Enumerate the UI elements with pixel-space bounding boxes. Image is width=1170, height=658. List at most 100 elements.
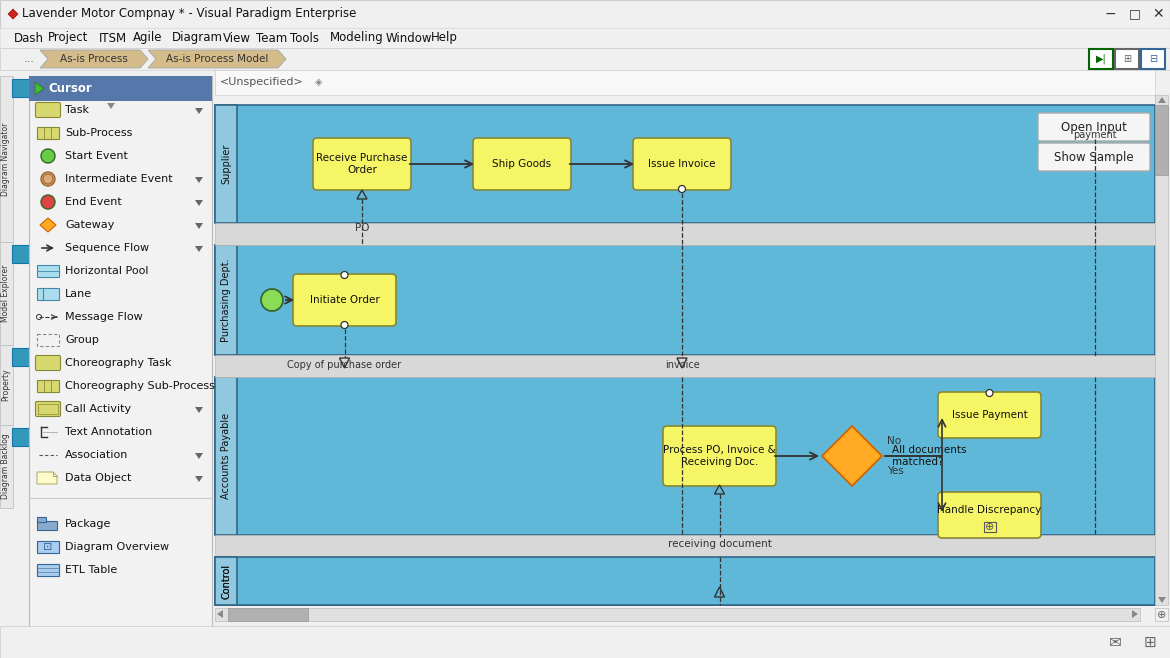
- Polygon shape: [40, 50, 147, 68]
- Circle shape: [679, 186, 686, 193]
- FancyBboxPatch shape: [473, 138, 571, 190]
- Polygon shape: [1158, 597, 1166, 603]
- Text: Start Event: Start Event: [66, 151, 128, 161]
- Text: ⊕: ⊕: [1157, 610, 1166, 620]
- Polygon shape: [195, 476, 204, 482]
- Circle shape: [41, 195, 55, 209]
- Text: Modeling: Modeling: [330, 32, 384, 45]
- Text: End Event: End Event: [66, 197, 122, 207]
- Polygon shape: [37, 472, 57, 484]
- Circle shape: [340, 322, 347, 328]
- FancyBboxPatch shape: [215, 105, 1155, 223]
- FancyBboxPatch shape: [12, 348, 30, 366]
- Text: Property: Property: [1, 368, 11, 401]
- FancyBboxPatch shape: [215, 245, 1155, 355]
- FancyBboxPatch shape: [37, 265, 58, 277]
- Text: As-is Process: As-is Process: [60, 54, 128, 64]
- Polygon shape: [8, 9, 18, 19]
- Text: Diagram Backlog: Diagram Backlog: [1, 434, 11, 499]
- Text: Team: Team: [256, 32, 288, 45]
- FancyBboxPatch shape: [1089, 49, 1113, 69]
- Text: Yes: Yes: [887, 466, 903, 476]
- Text: payment: payment: [1073, 130, 1117, 140]
- FancyBboxPatch shape: [0, 242, 13, 345]
- FancyBboxPatch shape: [215, 105, 238, 223]
- Text: ⊞: ⊞: [1143, 634, 1156, 649]
- Text: View: View: [222, 32, 250, 45]
- Polygon shape: [1133, 610, 1138, 618]
- Text: Control: Control: [221, 563, 230, 599]
- Text: Choreography Task: Choreography Task: [66, 358, 172, 368]
- FancyBboxPatch shape: [633, 138, 731, 190]
- Circle shape: [986, 390, 993, 397]
- FancyBboxPatch shape: [37, 564, 58, 576]
- Text: Sub-Process: Sub-Process: [66, 128, 132, 138]
- FancyBboxPatch shape: [12, 428, 30, 446]
- Text: No: No: [887, 436, 901, 446]
- Circle shape: [41, 172, 55, 186]
- Text: Gateway: Gateway: [66, 220, 115, 230]
- Polygon shape: [195, 177, 204, 183]
- FancyBboxPatch shape: [12, 79, 30, 97]
- FancyBboxPatch shape: [215, 377, 1155, 535]
- FancyBboxPatch shape: [35, 355, 61, 370]
- Text: ...: ...: [25, 54, 35, 64]
- Text: All documents
matched?: All documents matched?: [892, 445, 966, 467]
- Text: Supplier: Supplier: [221, 144, 230, 184]
- Text: <Unspecified>: <Unspecified>: [220, 77, 304, 87]
- Text: Issue Invoice: Issue Invoice: [648, 159, 716, 169]
- FancyBboxPatch shape: [1155, 95, 1168, 605]
- FancyBboxPatch shape: [938, 392, 1041, 438]
- FancyBboxPatch shape: [0, 28, 1170, 48]
- Text: Model Explorer: Model Explorer: [1, 265, 11, 322]
- Text: PO: PO: [355, 223, 370, 233]
- FancyBboxPatch shape: [1115, 49, 1140, 69]
- Text: Lavender Motor Compnay * - Visual Paradigm Enterprise: Lavender Motor Compnay * - Visual Paradi…: [22, 7, 357, 20]
- Circle shape: [41, 149, 55, 163]
- FancyBboxPatch shape: [0, 345, 13, 425]
- FancyBboxPatch shape: [215, 557, 238, 605]
- Text: Show Sample: Show Sample: [1054, 151, 1134, 163]
- Polygon shape: [195, 223, 204, 229]
- FancyBboxPatch shape: [938, 492, 1041, 538]
- Text: Diagram: Diagram: [172, 32, 223, 45]
- Text: ⊕: ⊕: [985, 522, 994, 532]
- FancyBboxPatch shape: [215, 245, 238, 355]
- Text: Control: Control: [221, 563, 230, 599]
- Circle shape: [261, 289, 283, 311]
- FancyBboxPatch shape: [1038, 143, 1150, 171]
- Text: Receive Purchase
Order: Receive Purchase Order: [316, 153, 407, 175]
- Text: ◈: ◈: [315, 77, 323, 87]
- FancyBboxPatch shape: [0, 76, 13, 242]
- Text: Initiate Order: Initiate Order: [310, 295, 379, 305]
- Text: ✕: ✕: [1152, 7, 1164, 21]
- Text: Project: Project: [48, 32, 89, 45]
- Text: Copy of purchase order: Copy of purchase order: [288, 360, 401, 370]
- Text: Data Object: Data Object: [66, 473, 131, 483]
- Text: ITSM: ITSM: [98, 32, 126, 45]
- Text: Issue Payment: Issue Payment: [951, 410, 1027, 420]
- FancyBboxPatch shape: [215, 70, 1155, 95]
- Polygon shape: [147, 50, 285, 68]
- FancyBboxPatch shape: [314, 138, 411, 190]
- Text: Cursor: Cursor: [48, 82, 91, 95]
- Text: Dash: Dash: [14, 32, 44, 45]
- Text: Open Input: Open Input: [1061, 120, 1127, 134]
- FancyBboxPatch shape: [215, 557, 1155, 605]
- Text: Group: Group: [66, 335, 99, 345]
- Text: ▶|: ▶|: [1095, 54, 1107, 64]
- FancyBboxPatch shape: [663, 426, 776, 486]
- Polygon shape: [195, 108, 204, 114]
- Text: ✉: ✉: [1109, 634, 1121, 649]
- Polygon shape: [35, 82, 44, 95]
- Polygon shape: [195, 200, 204, 206]
- Text: Text Annotation: Text Annotation: [66, 427, 152, 437]
- Polygon shape: [40, 218, 56, 232]
- Text: Task: Task: [66, 105, 89, 115]
- FancyBboxPatch shape: [35, 401, 61, 417]
- Text: As-is Process Model: As-is Process Model: [166, 54, 268, 64]
- Text: Choreography Sub-Process: Choreography Sub-Process: [66, 381, 215, 391]
- Text: Process PO, Invoice &
Receiving Doc.: Process PO, Invoice & Receiving Doc.: [663, 445, 776, 467]
- FancyBboxPatch shape: [37, 541, 58, 553]
- FancyBboxPatch shape: [35, 103, 61, 118]
